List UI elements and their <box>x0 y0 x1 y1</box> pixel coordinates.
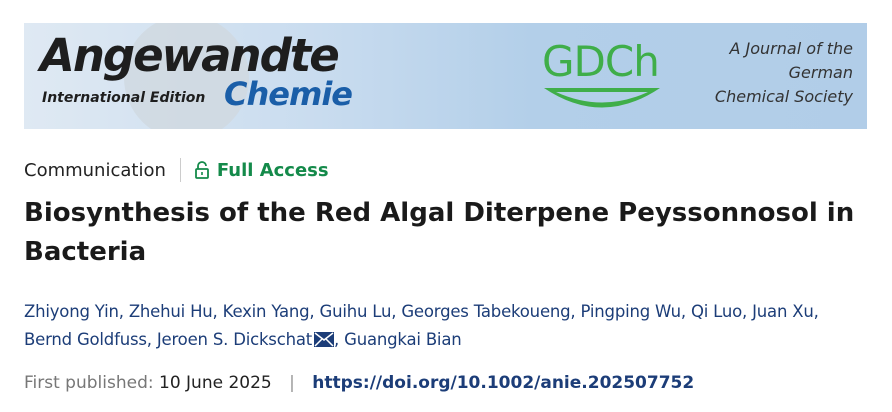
author-link[interactable]: Kexin Yang <box>222 302 310 321</box>
author-link[interactable]: Zhehui Hu <box>128 302 213 321</box>
gdch-logo-arc <box>544 88 660 108</box>
gdch-logo: GDCh <box>542 37 660 86</box>
tagline-line: German <box>788 63 853 82</box>
divider: | <box>289 373 295 393</box>
author-link[interactable]: Juan Xu <box>752 302 814 321</box>
publication-info: First published: 10 June 2025 | https://… <box>24 373 694 393</box>
author-link[interactable]: Zhiyong Yin <box>24 302 119 321</box>
logo-circle <box>124 23 249 129</box>
article-type: Communication <box>24 159 166 181</box>
tagline-line: Chemical Society <box>714 87 853 106</box>
journal-logo-name: Angewandte <box>40 29 340 82</box>
author-link[interactable]: Jeroen S. Dickschat <box>156 330 313 349</box>
access-label: Full Access <box>216 159 329 181</box>
journal-banner[interactable]: Angewandte International Edition Chemie … <box>24 23 867 129</box>
article-title: Biosynthesis of the Red Algal Diterpene … <box>24 198 855 267</box>
author-link[interactable]: Qi Luo <box>690 302 743 321</box>
author-link[interactable]: Guangkai Bian <box>344 330 462 349</box>
society-tagline: A Journal of the German Chemical Society <box>715 37 853 109</box>
author-link[interactable]: Bernd Goldfuss <box>24 330 147 349</box>
published-label: First published: <box>24 373 154 393</box>
lock-open-icon <box>194 161 209 179</box>
divider <box>179 158 181 182</box>
author-link[interactable]: Guihu Lu <box>319 302 392 321</box>
tagline-line: A Journal of the <box>729 39 854 58</box>
journal-logo-edition: International Edition <box>42 90 206 106</box>
doi-link[interactable]: https://doi.org/10.1002/anie.202507752 <box>312 373 695 393</box>
envelope-icon[interactable] <box>314 332 335 347</box>
journal-logo-sub: Chemie <box>224 75 353 113</box>
access-badge: Full Access <box>194 159 329 181</box>
author-link[interactable]: Georges Tabekoueng <box>401 302 571 321</box>
published-date: 10 June 2025 <box>159 373 272 393</box>
author-link[interactable]: Pingping Wu <box>580 302 682 321</box>
author-list: Zhiyong Yin, Zhehui Hu, Kexin Yang, Guih… <box>24 302 819 349</box>
article-meta: Communication Full Access <box>24 158 329 182</box>
